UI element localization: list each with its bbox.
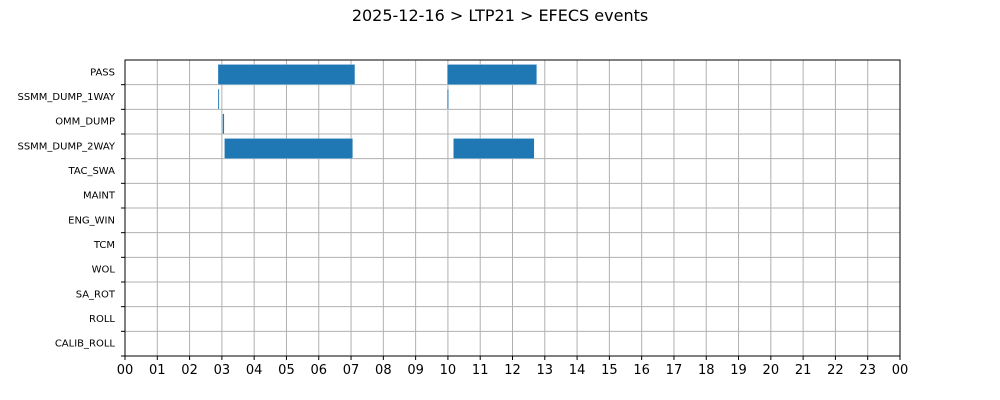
x-tick-label: 15 [601,363,618,378]
y-tick-label: MAINT [83,191,116,202]
x-tick-label: 20 [763,363,780,378]
x-tick-label: 01 [149,363,166,378]
event-bar [217,88,220,110]
x-tick-label: 12 [504,363,521,378]
x-tick-label: 09 [407,363,424,378]
x-tick-label: 16 [633,363,650,378]
y-tick-label: SSMM_DUMP_1WAY [17,92,115,103]
x-tick-label: 00 [892,363,909,378]
x-tick-label: 02 [181,363,198,378]
x-tick-label: 21 [795,363,812,378]
event-bar [453,138,535,159]
bars-layer [217,64,537,159]
x-tick-label: 04 [246,363,263,378]
x-tick-label: 14 [569,363,586,378]
y-tick-label: TCM [93,240,115,251]
event-bar [217,64,356,85]
y-tick-label: ENG_WIN [68,215,115,226]
x-tick-label: 17 [666,363,683,378]
grid-layer [124,60,901,356]
x-tick-label: 23 [859,363,876,378]
x-tick-label: 11 [472,363,489,378]
x-axis: 00 01 02 03 04 05 06 07 08 09 10 11 12 13 14 15 16 17 18 19… [117,356,909,378]
x-tick-label: 07 [343,363,360,378]
chart-title: 2025-12-16 > LTP21 > EFECS events [351,6,649,25]
x-tick-label: 00 [117,363,134,378]
x-tick-label: 10 [440,363,457,378]
x-tick-label: 18 [698,363,715,378]
y-tick-label: WOL [92,265,116,276]
y-tick-label: SSMM_DUMP_2WAY [17,141,115,152]
y-tick-label: PASS [90,67,115,78]
y-tick-label: OMM_DUMP [55,117,115,128]
x-tick-label: 22 [827,363,844,378]
x-tick-label: 06 [310,363,327,378]
event-bar [447,88,449,110]
y-axis: PASS SSMM_DUMP_1WAY OMM_DUMP SSMM_DUMP_2WAY… [17,67,125,357]
x-tick-label: 08 [375,363,392,378]
x-tick-label: 13 [537,363,554,378]
y-tick-label: SA_ROT [76,289,116,300]
event-bar [224,138,353,159]
y-tick-label: TAC_SWA [67,166,115,177]
event-bar [222,113,225,135]
x-tick-label: 03 [214,363,231,378]
x-tick-label: 19 [730,363,747,378]
x-tick-label: 05 [278,363,295,378]
event-bar [447,64,537,85]
y-tick-label: ROLL [89,314,115,325]
y-tick-label: CALIB_ROLL [55,339,116,350]
